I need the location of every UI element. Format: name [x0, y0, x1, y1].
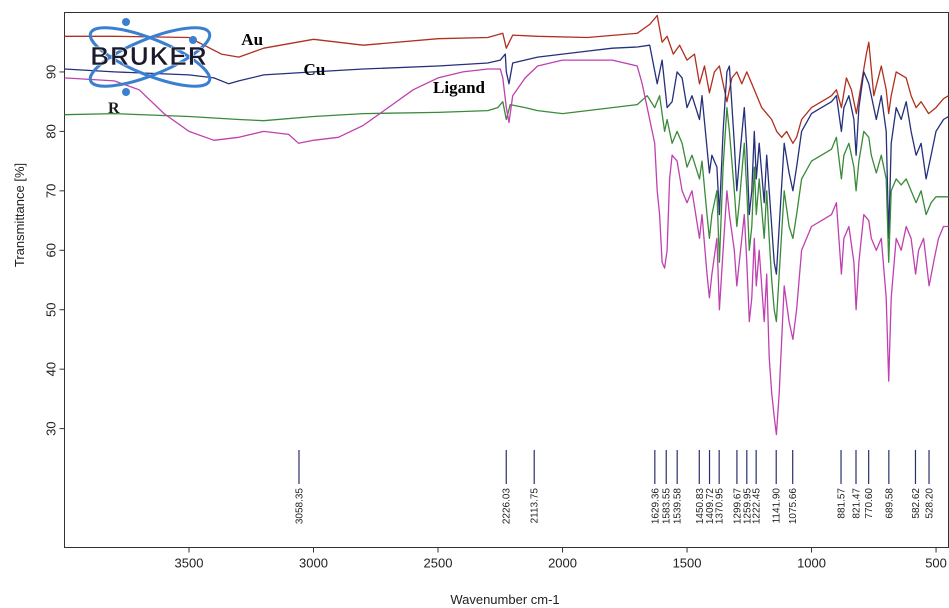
peak-label: 689.58	[884, 488, 895, 519]
series-label: Au	[241, 30, 263, 49]
peak-label: 1629.36	[650, 488, 661, 525]
logo-orbit	[88, 26, 212, 88]
x-tick-label: 500	[925, 556, 947, 571]
peak-label: 1222.45	[752, 488, 763, 525]
x-tick-label: 2500	[424, 556, 453, 571]
peak-label: 2226.03	[502, 488, 513, 525]
peak-label: 528.20	[925, 488, 936, 519]
peak-label: 770.60	[864, 488, 875, 519]
logo-electron	[122, 18, 130, 26]
y-tick-label: 50	[43, 302, 58, 316]
peak-label: 1299.67	[732, 488, 743, 525]
peak-label: 1583.55	[662, 488, 673, 525]
peak-label: 1450.83	[695, 488, 706, 525]
bruker-logo: BRUKER R	[88, 18, 212, 117]
peak-markers: 3058.35 2226.03 2113.75 1629.36 1583.55 1539.…	[294, 450, 936, 525]
series-line-4	[64, 59, 949, 436]
series-lines	[64, 14, 949, 436]
y-axis-label: Transmittance [%]	[12, 163, 27, 267]
peak-label: 821.47	[851, 488, 862, 519]
peak-label: 3058.35	[294, 488, 305, 525]
y-tick-label: 30	[43, 421, 58, 435]
x-tick-label: 3500	[175, 556, 204, 571]
series-line-3	[64, 95, 949, 323]
x-tick-label: 3000	[299, 556, 328, 571]
peak-label: 881.57	[837, 488, 848, 519]
series-labels: Au Cu Ligand	[241, 30, 485, 97]
logo-wordmark: BRUKER	[90, 41, 207, 71]
series-line-2	[64, 44, 949, 275]
x-axis-label: Wavenumber cm-1	[450, 592, 559, 607]
y-tick-label: 80	[43, 124, 58, 138]
x-tick-label: 2000	[548, 556, 577, 571]
peak-label: 1141.90	[772, 488, 783, 524]
peak-label: 1370.95	[715, 488, 726, 525]
logo-electron	[189, 36, 197, 44]
peak-label: 582.62	[911, 488, 922, 519]
x-tick-label: 1000	[797, 556, 826, 571]
y-tick-label: 60	[43, 243, 58, 257]
logo-electron	[122, 88, 130, 96]
series-label: Ligand	[433, 78, 486, 97]
series-label: Cu	[304, 60, 326, 79]
axes: 3500 3000 2500 2000 1500 1000 500 30 40 50 60 70 80 9…	[43, 65, 946, 571]
x-tick-label: 1500	[673, 556, 702, 571]
y-tick-label: 40	[43, 362, 58, 376]
series-line-1	[64, 14, 949, 144]
logo-sub: R	[108, 100, 120, 117]
y-tick-label: 90	[43, 65, 58, 79]
peak-label: 1259.95	[742, 488, 753, 525]
peak-label: 1539.58	[673, 488, 684, 525]
peak-label: 1409.72	[705, 488, 716, 525]
logo-orbit	[88, 26, 212, 88]
peak-label: 2113.75	[530, 488, 541, 524]
peak-label: 1075.66	[788, 488, 799, 525]
y-tick-label: 70	[43, 184, 58, 198]
